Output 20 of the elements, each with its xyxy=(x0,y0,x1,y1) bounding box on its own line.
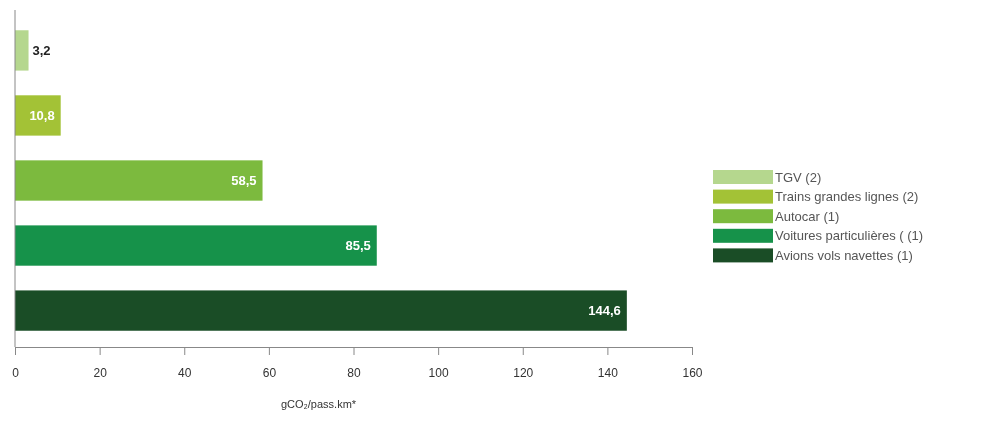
data-label: 10,8 xyxy=(29,108,55,124)
data-label: 3,2 xyxy=(32,42,51,58)
legend-label: TGV (2) xyxy=(775,169,822,185)
data-label: 144,6 xyxy=(588,303,621,319)
x-tick-label: 120 xyxy=(513,366,534,381)
legend-label: Trains grandes lignes (2) xyxy=(775,189,919,205)
x-tick-label: 40 xyxy=(178,366,192,381)
legend-label: Autocar (1) xyxy=(775,208,840,224)
x-tick-label: 140 xyxy=(597,366,619,381)
legend-label: Avions vols navettes (1) xyxy=(775,247,913,263)
x-tick-label: 20 xyxy=(93,366,108,381)
x-tick-label: 80 xyxy=(347,366,361,381)
legend-label: Voitures particulières ( (1) xyxy=(775,228,924,244)
x-tick-label: 160 xyxy=(682,366,703,381)
x-tick-label: 60 xyxy=(262,366,277,381)
x-tick-label: 0 xyxy=(12,366,20,381)
x-tick-label: 100 xyxy=(428,366,449,381)
data-label: 58,5 xyxy=(231,173,257,189)
x-axis-title: gCO₂/pass.km* xyxy=(280,398,357,410)
data-label: 85,5 xyxy=(345,238,371,254)
